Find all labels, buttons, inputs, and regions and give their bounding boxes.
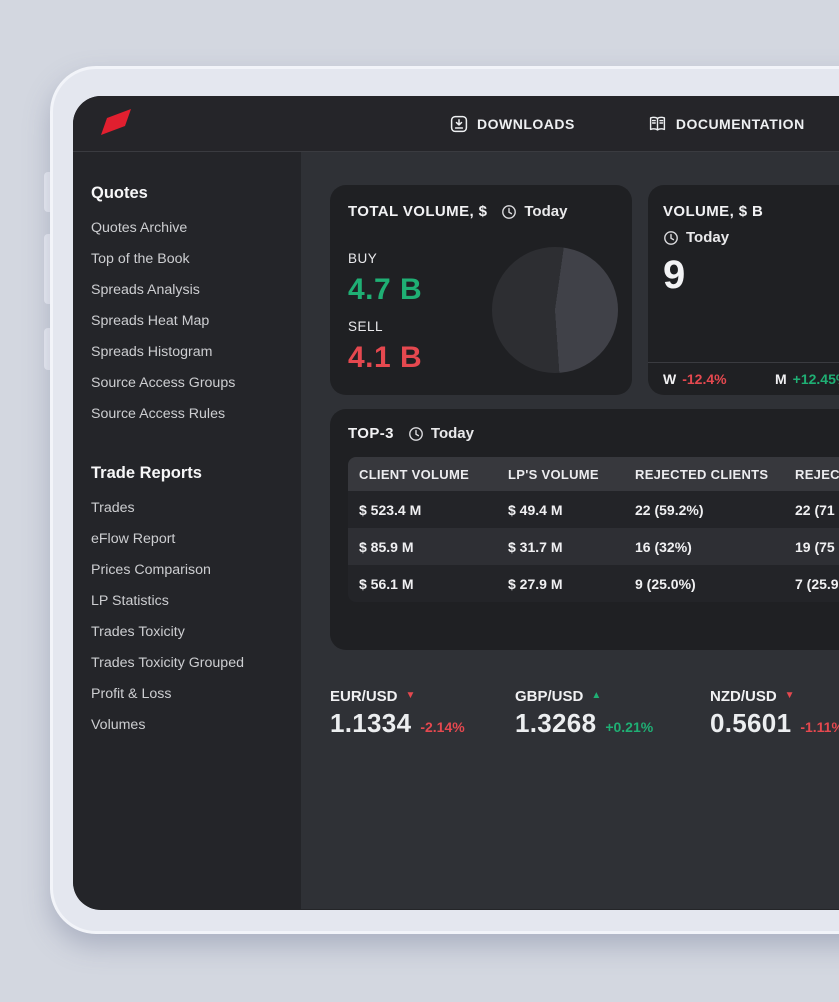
cell-client-volume: $ 56.1 M	[359, 575, 414, 592]
sidebar-section-quotes: Quotes	[91, 184, 148, 202]
sidebar-item-source-access-groups[interactable]: Source Access Groups	[91, 375, 236, 391]
sidebar-item-profit-loss[interactable]: Profit & Loss	[91, 686, 172, 702]
total-volume-period-label: Today	[524, 203, 568, 220]
ticker-value: 1.3268	[515, 708, 597, 738]
cell-rejected-clients: 9 (25.0%)	[635, 575, 696, 592]
volume-period-selector[interactable]: Today	[663, 229, 729, 246]
top3-period-label: Today	[430, 425, 474, 442]
clock-icon	[409, 426, 423, 441]
ticker-pair: EUR/USD	[330, 687, 398, 705]
cell-rejected-truncated: 22 (71	[795, 501, 835, 518]
ticker-value: 1.1334	[330, 708, 412, 738]
top3-period-selector[interactable]: Today	[408, 425, 474, 442]
sidebar-item-trades-toxicity[interactable]: Trades Toxicity	[91, 624, 185, 640]
volume-card-title: VOLUME, $ B	[663, 203, 764, 220]
ticker-pair: NZD/USD	[710, 687, 777, 705]
week-change-value: -12.4%	[682, 371, 727, 387]
cell-client-volume: $ 523.4 M	[359, 501, 422, 518]
ticker-eur-usd[interactable]: EUR/USD ▼ 1.1334 -2.14%	[330, 687, 465, 739]
top-navigation: DOWNLOADS DOCUMENTATION	[450, 96, 805, 152]
sidebar-item-top-of-the-book[interactable]: Top of the Book	[91, 251, 190, 267]
top3-title: TOP-3	[348, 425, 394, 442]
cell-rejected-clients: 22 (59.2%)	[635, 501, 704, 518]
brand-logo-icon	[101, 109, 131, 135]
sidebar-item-spreads-histogram[interactable]: Spreads Histogram	[91, 344, 213, 360]
downloads-label: DOWNLOADS	[477, 116, 575, 132]
table-row[interactable]: $ 85.9 M $ 31.7 M 16 (32%) 19 (75	[348, 528, 839, 565]
clock-icon	[664, 230, 678, 245]
top3-table: CLIENT VOLUME LP'S VOLUME REJECTED CLIEN…	[348, 457, 839, 602]
sidebar-item-quotes-archive[interactable]: Quotes Archive	[91, 220, 188, 236]
clock-icon	[502, 204, 517, 219]
volume-value: 9	[663, 253, 686, 297]
total-volume-title: TOTAL VOLUME, $	[348, 203, 488, 220]
ticker-nzd-usd[interactable]: NZD/USD ▼ 0.5601 -1.11%	[710, 687, 839, 739]
documentation-label: DOCUMENTATION	[675, 116, 805, 132]
sidebar: Quotes Quotes Archive Top of the Book Sp…	[73, 152, 301, 909]
column-rejected-truncated: REJEC	[795, 466, 839, 482]
ticker-pair: GBP/USD	[515, 687, 584, 705]
sidebar-item-prices-comparison[interactable]: Prices Comparison	[91, 562, 211, 578]
top3-card: TOP-3 Today CLIENT VOLUME LP'S VOLUME RE…	[330, 409, 839, 650]
table-row[interactable]: $ 523.4 M $ 49.4 M 22 (59.2%) 22 (71	[348, 491, 839, 528]
top3-table-header: CLIENT VOLUME LP'S VOLUME REJECTED CLIEN…	[348, 457, 839, 491]
download-icon	[450, 115, 468, 133]
week-change: W -12.4%	[663, 371, 727, 387]
sidebar-item-spreads-analysis[interactable]: Spreads Analysis	[91, 282, 200, 298]
ticker-change: -1.11%	[800, 719, 839, 735]
sidebar-section-trade-reports: Trade Reports	[91, 464, 202, 482]
sidebar-item-spreads-heat-map[interactable]: Spreads Heat Map	[91, 313, 210, 329]
down-arrow-icon: ▼	[784, 690, 795, 701]
main-content: TOTAL VOLUME, $ Today BUY 4.7 B SELL 4.1…	[301, 152, 839, 909]
down-arrow-icon: ▼	[405, 690, 416, 701]
sell-label: SELL	[348, 319, 384, 334]
column-lps-volume: LP'S VOLUME	[508, 466, 599, 482]
device-side-button	[44, 172, 52, 212]
device-side-button	[44, 328, 52, 370]
sidebar-quotes-list: Quotes Archive Top of the Book Spreads A…	[91, 213, 301, 430]
cell-lps-volume: $ 31.7 M	[508, 538, 563, 555]
volume-card: VOLUME, $ B Today 9 W-12.4% M+12.45%	[648, 185, 839, 395]
sidebar-item-eflow-report[interactable]: eFlow Report	[91, 531, 176, 547]
cell-lps-volume: $ 27.9 M	[508, 575, 563, 592]
ticker-value: 0.5601	[710, 708, 792, 738]
sell-value: 4.1 B	[348, 341, 423, 374]
book-icon	[649, 116, 665, 131]
up-arrow-icon: ▲	[591, 690, 602, 701]
sidebar-item-lp-statistics[interactable]: LP Statistics	[91, 593, 169, 609]
table-row[interactable]: $ 56.1 M $ 27.9 M 9 (25.0%) 7 (25.9	[348, 565, 839, 602]
cell-lps-volume: $ 49.4 M	[508, 501, 563, 518]
month-change-value: +12.45%	[792, 371, 839, 387]
total-volume-card: TOTAL VOLUME, $ Today BUY 4.7 B SELL 4.1…	[330, 185, 632, 395]
volume-card-footer: W-12.4% M+12.45%	[648, 362, 839, 395]
top-bar: DOWNLOADS DOCUMENTATION	[73, 96, 839, 152]
app-screen: DOWNLOADS DOCUMENTATION Quotes Quotes Ar…	[73, 96, 839, 910]
month-change: M+12.45%	[775, 371, 839, 387]
buy-value: 4.7 B	[348, 273, 423, 306]
volume-period-label: Today	[686, 229, 730, 246]
sidebar-trade-reports-list: Trades eFlow Report Prices Comparison LP…	[91, 493, 301, 741]
column-client-volume: CLIENT VOLUME	[359, 466, 470, 482]
ticker-change: +0.21%	[605, 719, 654, 735]
device-side-button	[44, 234, 52, 304]
sidebar-item-trades-toxicity-grouped[interactable]: Trades Toxicity Grouped	[91, 655, 244, 671]
cell-rejected-clients: 16 (32%)	[635, 538, 692, 555]
cell-rejected-truncated: 7 (25.9	[795, 575, 839, 592]
buy-label: BUY	[348, 251, 378, 266]
documentation-button[interactable]: DOCUMENTATION	[648, 115, 805, 133]
downloads-button[interactable]: DOWNLOADS	[450, 115, 575, 133]
sidebar-item-source-access-rules[interactable]: Source Access Rules	[91, 406, 226, 422]
cell-client-volume: $ 85.9 M	[359, 538, 414, 555]
sidebar-item-trades[interactable]: Trades	[91, 500, 135, 516]
buy-sell-pie-chart	[492, 247, 618, 373]
column-rejected-clients: REJECTED CLIENTS	[635, 466, 769, 482]
total-volume-period-selector[interactable]: Today	[501, 203, 567, 220]
sidebar-item-volumes[interactable]: Volumes	[91, 717, 146, 733]
ticker-change: -2.14%	[420, 719, 465, 735]
ticker-gbp-usd[interactable]: GBP/USD ▲ 1.3268 +0.21%	[515, 687, 653, 739]
cell-rejected-truncated: 19 (75	[795, 538, 835, 555]
